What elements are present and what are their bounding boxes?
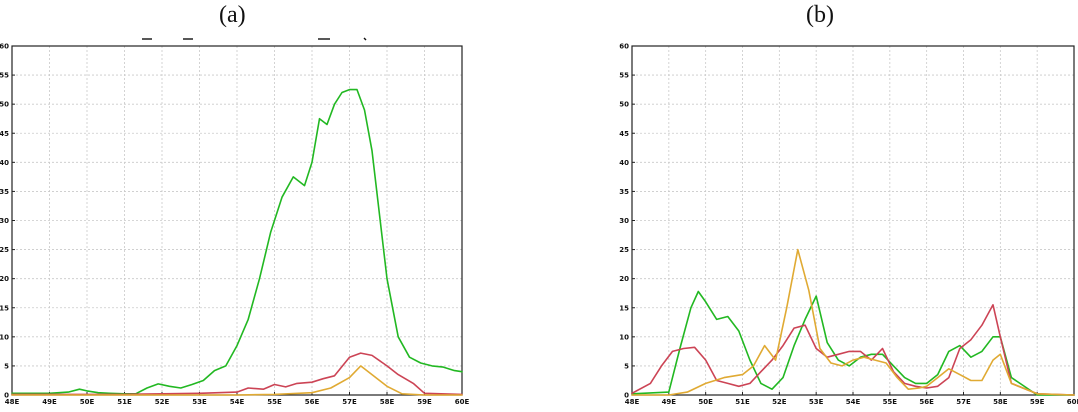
y-tick-label: 60 bbox=[619, 43, 629, 51]
x-tick-label: 48E bbox=[625, 398, 640, 406]
y-tick-label: 35 bbox=[0, 188, 9, 196]
x-tick-label: 56E bbox=[305, 398, 320, 406]
x-tick-label: 54E bbox=[230, 398, 245, 406]
x-tick-label: 60E bbox=[1067, 398, 1078, 406]
chart-b: 48E 49E 50E 51E 52E 53E 54E 55E 56E 57E 58E 59E 60E 0… bbox=[619, 43, 1078, 407]
y-tick-label: 50 bbox=[619, 101, 629, 109]
x-tick-label: 57E bbox=[342, 398, 357, 406]
panel-label-b: (b) bbox=[806, 2, 834, 28]
series-group bbox=[631, 248, 1075, 396]
series-line-2 bbox=[631, 303, 1075, 396]
series-line-2 bbox=[11, 352, 463, 396]
y-tick-label: 20 bbox=[0, 275, 9, 283]
grid bbox=[12, 46, 462, 395]
axis-ticks: 48E 49E 50E 51E 52E 53E 54E 55E 56E 57E 58E 59E 60E 0… bbox=[0, 43, 469, 407]
y-tick-label: 0 bbox=[4, 392, 9, 400]
x-tick-label: 51E bbox=[735, 398, 750, 406]
y-tick-label: 10 bbox=[0, 333, 9, 341]
y-tick-label: 0 bbox=[624, 392, 629, 400]
x-tick-label: 53E bbox=[809, 398, 824, 406]
x-tick-label: 59E bbox=[1030, 398, 1045, 406]
chart-a: 48E 49E 50E 51E 52E 53E 54E 55E 56E 57E 58E 59E 60E 0… bbox=[0, 37, 469, 407]
series-line-3 bbox=[631, 248, 1075, 396]
panel-label-a: (a) bbox=[219, 2, 246, 28]
x-tick-label: 50E bbox=[80, 398, 95, 406]
x-tick-label: 52E bbox=[155, 398, 170, 406]
series-line-3 bbox=[11, 365, 463, 396]
x-tick-label: 59E bbox=[417, 398, 432, 406]
x-tick-label: 48E bbox=[5, 398, 20, 406]
y-tick-label: 25 bbox=[619, 246, 629, 254]
title-fragment-mark bbox=[363, 37, 367, 41]
series-group bbox=[11, 88, 463, 396]
y-tick-label: 35 bbox=[619, 188, 629, 196]
y-tick-label: 40 bbox=[619, 159, 629, 167]
x-tick-label: 49E bbox=[662, 398, 677, 406]
y-tick-label: 30 bbox=[0, 217, 9, 225]
x-tick-label: 49E bbox=[42, 398, 57, 406]
y-tick-label: 5 bbox=[624, 362, 629, 370]
y-tick-label: 60 bbox=[0, 43, 9, 51]
y-tick-label: 45 bbox=[619, 130, 629, 138]
y-tick-label: 5 bbox=[4, 362, 9, 370]
series-line-1 bbox=[631, 290, 1075, 396]
y-tick-label: 55 bbox=[0, 72, 9, 80]
x-tick-label: 60E bbox=[455, 398, 470, 406]
x-tick-label: 58E bbox=[380, 398, 395, 406]
x-tick-label: 57E bbox=[956, 398, 971, 406]
x-tick-label: 51E bbox=[117, 398, 132, 406]
x-tick-label: 56E bbox=[919, 398, 934, 406]
x-tick-label: 53E bbox=[192, 398, 207, 406]
grid bbox=[632, 46, 1074, 395]
x-tick-label: 58E bbox=[993, 398, 1008, 406]
x-tick-label: 55E bbox=[883, 398, 898, 406]
y-tick-label: 55 bbox=[619, 72, 629, 80]
x-tick-label: 50E bbox=[698, 398, 713, 406]
y-tick-label: 30 bbox=[619, 217, 629, 225]
y-tick-label: 50 bbox=[0, 101, 9, 109]
y-tick-label: 10 bbox=[619, 333, 629, 341]
x-tick-label: 54E bbox=[846, 398, 861, 406]
axis-ticks: 48E 49E 50E 51E 52E 53E 54E 55E 56E 57E 58E 59E 60E 0… bbox=[619, 43, 1078, 407]
y-tick-label: 15 bbox=[0, 304, 9, 312]
x-tick-label: 52E bbox=[772, 398, 787, 406]
x-tick-label: 55E bbox=[267, 398, 282, 406]
y-tick-label: 25 bbox=[0, 246, 9, 254]
y-tick-label: 45 bbox=[0, 130, 9, 138]
y-tick-label: 40 bbox=[0, 159, 9, 167]
y-tick-label: 15 bbox=[619, 304, 629, 312]
y-tick-label: 20 bbox=[619, 275, 629, 283]
